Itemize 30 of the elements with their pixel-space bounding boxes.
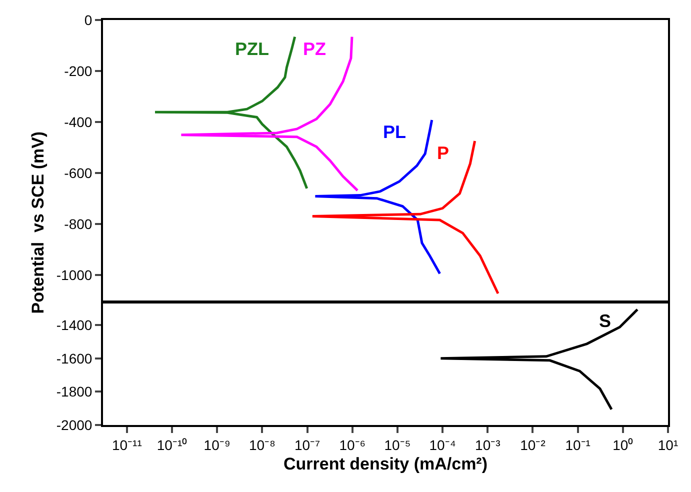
- y-tick-label: -200: [64, 62, 92, 79]
- y-tick-label: -1600: [56, 350, 92, 366]
- series-label: PL: [383, 122, 406, 142]
- series-label: PZL: [235, 39, 269, 59]
- series-label: S: [599, 311, 612, 331]
- y-tick-label: -1800: [56, 384, 92, 400]
- x-tick-label: 10⁻⁹: [204, 436, 230, 453]
- x-tick-label: 10⁻¹⁰: [156, 436, 188, 453]
- y-tick-label: -400: [64, 114, 92, 130]
- x-tick-label: 10⁻⁵: [384, 436, 411, 453]
- y-tick-label: 0: [84, 12, 92, 28]
- x-tick-label: 10⁻⁴: [429, 436, 456, 453]
- x-tick-label: 10⁻⁸: [248, 436, 276, 453]
- x-tick-label: 10⁻³: [475, 436, 501, 453]
- y-tick-label: -800: [64, 216, 92, 232]
- series-label: P: [437, 143, 450, 163]
- y-tick-label: -600: [64, 164, 92, 181]
- y-tick-label: -1400: [56, 317, 92, 334]
- x-tick-label: 10⁻⁶: [339, 436, 366, 453]
- x-tick-label: 10⁻¹¹: [112, 436, 142, 453]
- series-label: PZ: [303, 39, 326, 59]
- x-tick-label: 10⁻¹: [565, 436, 591, 453]
- y-axis-title: Potential vs SCE (mV): [28, 131, 48, 314]
- y-tick-label: -2000: [56, 416, 92, 433]
- x-axis-title: Current density (mA/cm²): [283, 454, 488, 474]
- x-tick-label: 10⁻⁷: [294, 436, 320, 453]
- x-tick-label: 10¹: [658, 436, 678, 453]
- x-tick-label: 10⁰: [612, 436, 634, 453]
- y-tick-label: -1000: [56, 267, 92, 284]
- x-tick-label: 10⁻²: [520, 436, 546, 453]
